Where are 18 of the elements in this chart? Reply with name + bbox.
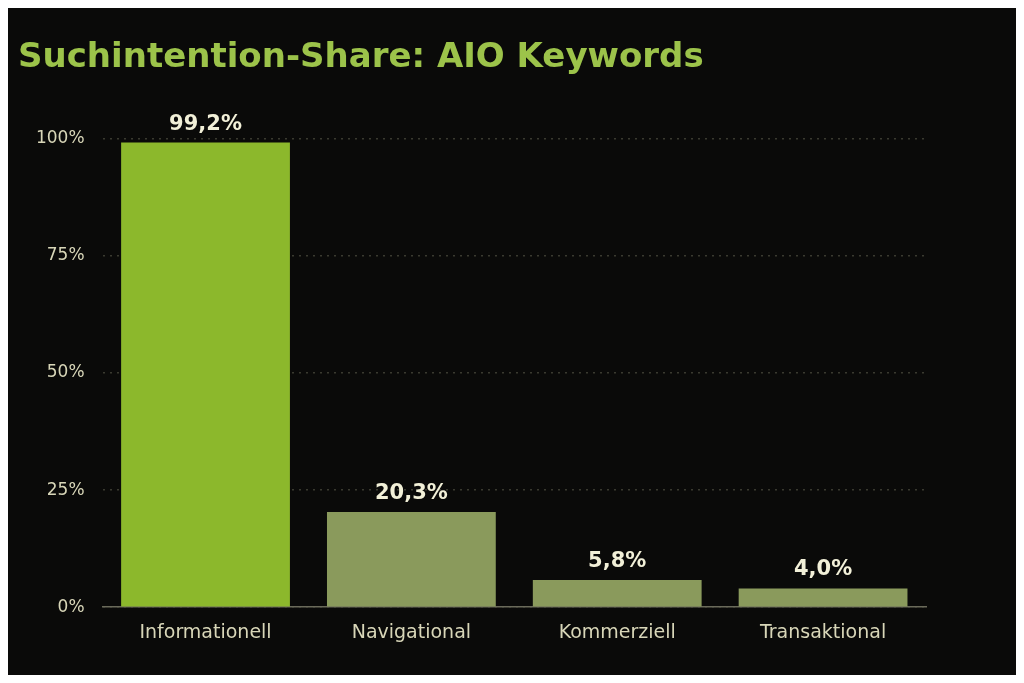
chart-title: Suchintention-Share: AIO Keywords — [18, 35, 704, 76]
data-label: 4,0% — [793, 556, 853, 581]
bar — [532, 580, 702, 607]
y-tick-label: 75% — [46, 244, 85, 265]
x-tick-label: Transaktional — [758, 619, 887, 642]
data-label: 20,3% — [374, 480, 448, 505]
x-tick-label: Informationell — [139, 619, 272, 642]
bar — [738, 588, 908, 607]
bar — [326, 512, 496, 607]
data-label: 99,2% — [169, 110, 242, 135]
data-label: 5,8% — [588, 547, 647, 572]
bar — [121, 142, 290, 607]
x-tick-label: Navigational — [351, 619, 472, 642]
x-tick-label: Kommerziell — [558, 619, 676, 642]
y-tick-label: 100% — [35, 127, 85, 148]
y-tick-label: 0% — [57, 595, 85, 616]
y-tick-label: 25% — [46, 478, 85, 499]
y-tick-label: 50% — [46, 361, 85, 382]
